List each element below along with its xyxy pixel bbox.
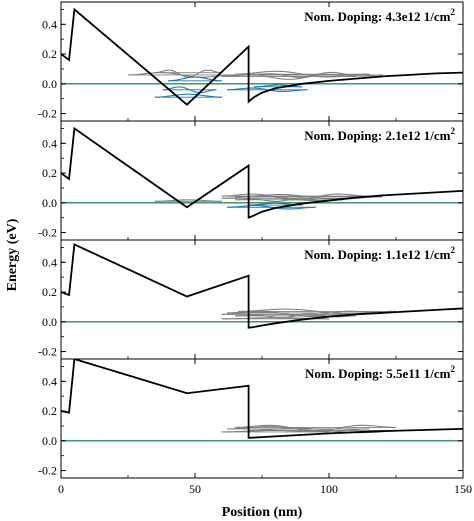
x-tick-label: 50	[189, 482, 201, 496]
y-tick-label: 0.4	[42, 255, 57, 269]
x-tick-label: 0	[58, 482, 64, 496]
electron-state-wavefunction-4	[237, 308, 397, 315]
y-tick-label: -0.2	[38, 345, 57, 359]
panel-4: -0.2 0.0 0.2 0.4 0 50 100 150 Nom. Doping: 5.5e1…	[38, 358, 472, 496]
panel-doping-label: Nom. Doping: 2.1e12 1/cm2	[304, 126, 455, 143]
electron-state-wavefunction-3	[235, 424, 397, 432]
x-tick-label: 100	[320, 482, 338, 496]
electron-state-wavefunction-5	[248, 71, 383, 78]
panel-doping-superscript: 2	[451, 7, 456, 17]
hole-state-wavefunction-7	[162, 86, 217, 94]
y-tick-label: 0.4	[42, 136, 57, 150]
conduction-band-line	[61, 126, 463, 220]
panel-doping-text: Nom. Doping: 5.5e11 1/cm	[305, 366, 451, 381]
y-tick-label: -0.2	[38, 107, 57, 121]
electron-state-wavefunction-4	[235, 70, 370, 78]
y-axis-title: Energy (eV)	[5, 218, 20, 291]
y-tick-label: 0.0	[42, 196, 57, 210]
hole-state-wavefunction-6	[227, 205, 316, 210]
y-tick-label: 0.2	[42, 166, 57, 180]
y-tick-label: 0.2	[42, 47, 57, 61]
y-tick-label: 0.0	[42, 315, 57, 329]
x-axis-title: Position (nm)	[222, 505, 303, 520]
panel-doping-superscript: 2	[451, 364, 456, 374]
panel-doping-text: Nom. Doping: 4.3e12 1/cm	[304, 9, 450, 24]
y-tick-label: -0.2	[38, 226, 57, 240]
panel-2: -0.2 0.0 0.2 0.4 Nom. Doping: 2.1e12 1/cm2	[38, 120, 464, 241]
panel-doping-text: Nom. Doping: 1.1e12 1/cm	[304, 247, 450, 262]
y-tick-label: 0.2	[42, 404, 57, 418]
hole-state-wavefunction-10	[253, 84, 303, 88]
conduction-band-line	[61, 243, 463, 329]
hole-state-wavefunction-8	[154, 93, 222, 98]
panel-doping-label: Nom. Doping: 5.5e11 1/cm2	[305, 364, 456, 381]
plot-area	[61, 243, 463, 329]
x-tick-label: 150	[454, 482, 472, 496]
y-tick-label: 0.4	[42, 374, 57, 388]
panel-doping-label: Nom. Doping: 4.3e12 1/cm2	[304, 7, 455, 24]
conduction-band-line	[61, 359, 463, 439]
panel-doping-superscript: 2	[451, 126, 456, 136]
plot-area	[61, 126, 463, 220]
y-tick-label: 0.0	[42, 434, 57, 448]
electron-state-wavefunction-1	[154, 199, 222, 202]
y-tick-label: 0.4	[42, 17, 57, 31]
panel-3: -0.2 0.0 0.2 0.4 Nom. Doping: 1.1e12 1/cm2	[38, 239, 464, 360]
panel-doping-label: Nom. Doping: 1.1e12 1/cm2	[304, 245, 455, 262]
conduction-band-line	[61, 7, 463, 106]
y-tick-label: 0.2	[42, 285, 57, 299]
hole-state-wavefunction-9	[227, 87, 308, 93]
y-tick-label: -0.2	[38, 464, 57, 478]
panel-doping-text: Nom. Doping: 2.1e12 1/cm	[304, 128, 450, 143]
y-tick-label: 0.0	[42, 77, 57, 91]
panel-doping-superscript: 2	[451, 245, 456, 255]
panel-1: -0.2 0.0 0.2 0.4 Nom. Doping: 4.3e12 1/cm2	[38, 1, 464, 122]
plot-area	[61, 359, 463, 442]
plot-area	[61, 7, 463, 106]
